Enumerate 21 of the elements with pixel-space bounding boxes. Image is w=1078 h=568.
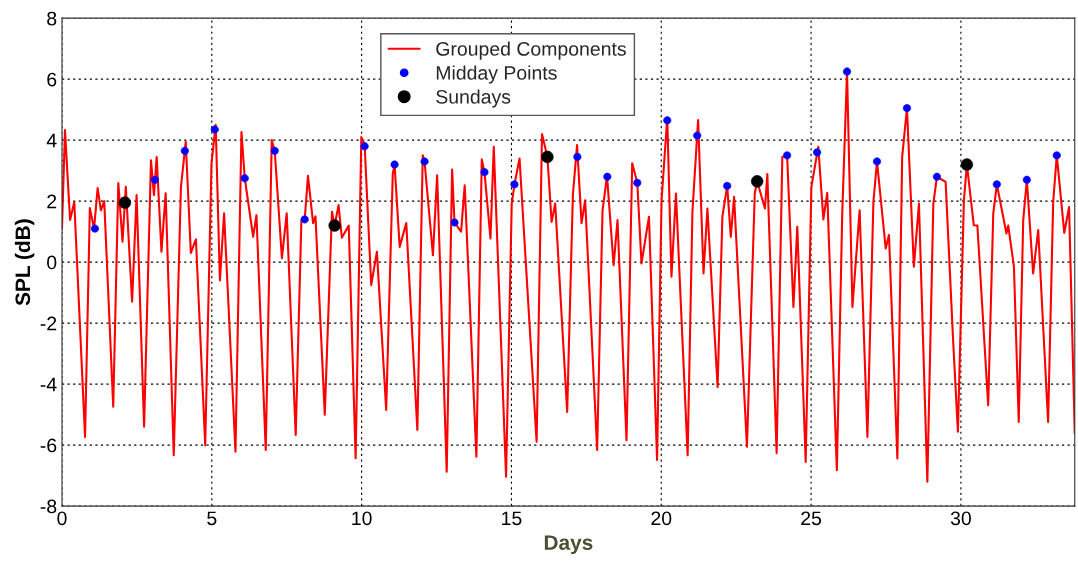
x-tick-label: 5 [207,511,217,526]
y-tick-label: 6 [47,72,57,87]
x-axis-title: Days [544,535,593,555]
y-tick-label: -8 [40,499,57,514]
legend-label: Sundays [436,89,511,108]
y-tick-label: -4 [40,377,57,392]
y-tick-label: 2 [47,194,57,209]
x-tick-label: 10 [352,511,372,526]
legend-label: Grouped Components [436,41,626,60]
y-tick-label: 0 [47,255,57,270]
x-tick-label: 20 [651,511,672,526]
y-tick-label: -2 [40,316,57,331]
x-tick-label: 15 [502,511,522,526]
y-tick-label: 4 [46,133,57,148]
y-tick-label: 8 [47,11,57,26]
y-tick-label: -6 [40,438,57,453]
y-axis-title: SPL (dB) [14,219,35,306]
x-tick-label: 30 [950,511,971,526]
x-tick-label: 0 [57,511,67,526]
legend-label: Midday Points [436,65,557,84]
x-tick-label: 25 [801,511,822,526]
